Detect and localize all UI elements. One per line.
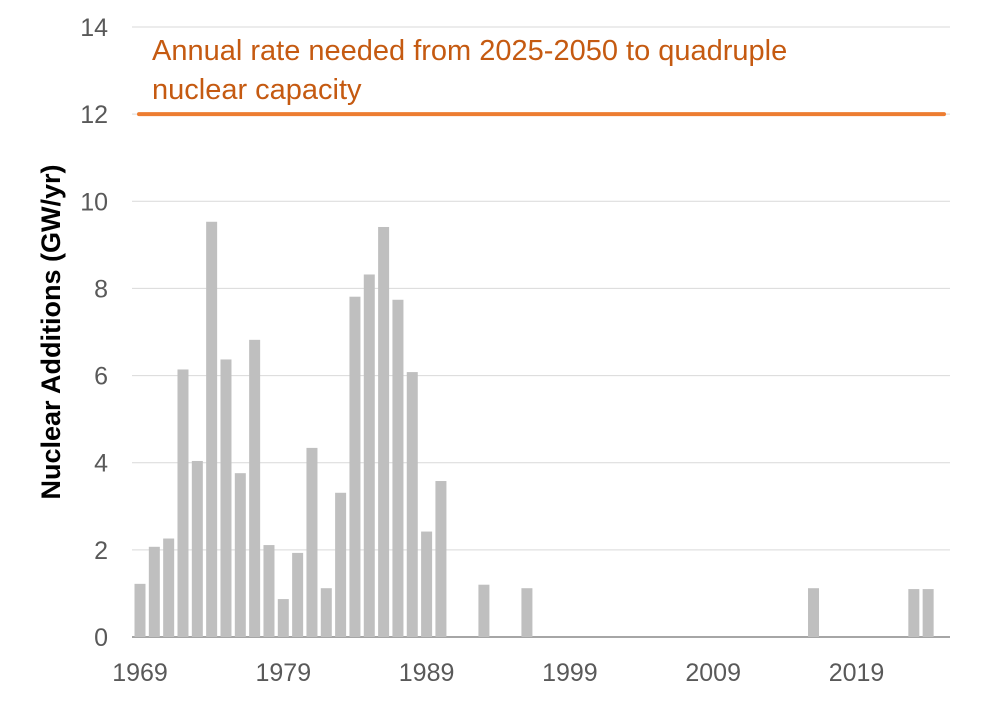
bar-2016 [808,588,820,637]
x-tick-label: 2009 [685,659,741,687]
y-tick-label: 12 [80,101,108,129]
y-axis-label: Nuclear Additions (GW/yr) [36,164,66,499]
bar-1989 [421,531,433,637]
bar-1974 [206,221,218,637]
bar-1993 [478,584,490,637]
x-tick-label: 1999 [542,659,598,687]
bar-1969 [134,583,146,637]
bar-1980 [292,552,304,637]
bar-1977 [249,339,261,637]
bar-1975 [220,359,232,637]
y-tick-label: 8 [94,275,108,303]
y-tick-label: 6 [94,363,108,391]
bar-1984 [349,296,361,637]
bar-1987 [392,299,404,637]
bar-1983 [335,492,347,637]
y-tick-label: 0 [94,624,108,652]
y-tick-label: 14 [80,14,108,42]
x-tick-label: 1979 [255,659,311,687]
bar-1973 [191,460,203,637]
reference-line-label-1: Annual rate needed from 2025-2050 to qua… [152,35,787,67]
bar-1979 [277,599,289,637]
bar-1988 [406,372,418,637]
bar-1972 [177,369,189,637]
y-tick-label: 10 [80,188,108,216]
x-tick-label: 1969 [112,659,168,687]
x-tick-label: 1989 [399,659,455,687]
bar-2023 [908,589,920,637]
bar-1981 [306,447,318,637]
bar-1990 [435,481,447,637]
y-tick-label: 2 [94,537,108,565]
y-tick-label: 4 [94,450,108,478]
bar-1985 [363,274,375,637]
bar-2024 [922,589,934,637]
bar-1996 [521,588,533,637]
bar-1970 [148,546,160,637]
bar-1976 [234,473,246,637]
reference-line-label-2: nuclear capacity [152,74,362,106]
bar-1971 [163,538,175,637]
x-tick-label: 2019 [829,659,885,687]
bar-1986 [378,226,390,637]
bar-1982 [320,588,332,637]
bar-1978 [263,545,275,637]
